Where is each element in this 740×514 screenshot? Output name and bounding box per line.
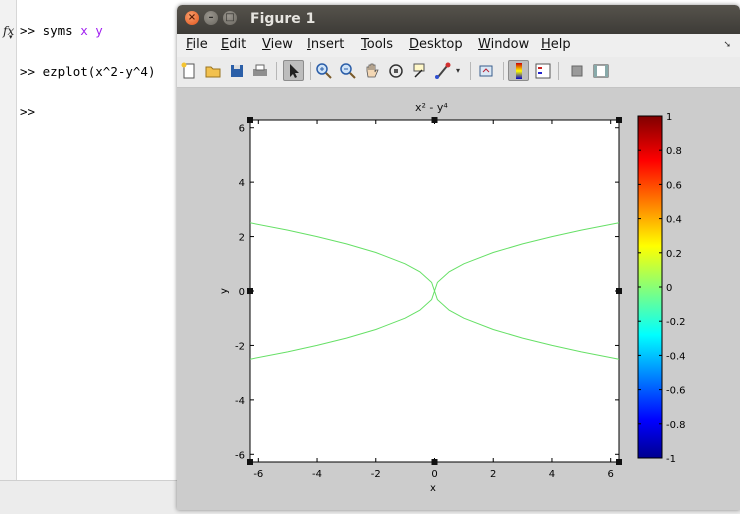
x-tick-label: 0: [431, 469, 437, 480]
window-title: Figure 1: [250, 11, 316, 27]
resize-handle: [616, 288, 622, 294]
minimize-button[interactable]: –: [204, 11, 218, 25]
curve-branch: [249, 290, 435, 360]
colorbar-ticks: 1 0.8 0.6 0.4 0.2 0 -0.2 -0.4 -0.6 -0.8 -1: [638, 112, 686, 465]
link-plot-icon[interactable]: [477, 61, 497, 81]
x-axis-label: x: [430, 483, 436, 494]
command-prompt[interactable]: >>: [20, 104, 36, 119]
resize-handle: [431, 117, 438, 123]
x-tick-label: -6: [253, 469, 263, 480]
colorbar-tick-label: -0.2: [666, 317, 686, 328]
y-axis-label: y: [219, 288, 230, 294]
menu-window[interactable]: Window: [478, 37, 530, 52]
x-axis: -6 -4 -2 0 2 4 6: [253, 120, 614, 480]
plot-svg: -6 -4 -2 0 2 4 6 6 4 2 0 -2 -4 -6 x y 1 0.8 0.6 0.4 0.2 0…: [219, 112, 686, 494]
colorbar-tick-label: -0.6: [666, 386, 686, 397]
print-icon[interactable]: [250, 61, 270, 81]
menu-bar: File Edit View Insert Tools Desktop Wind…: [177, 34, 740, 58]
colorbar-tick-label: -0.8: [666, 420, 686, 431]
command-line: >> ezplot(x^2-y^4): [20, 63, 156, 79]
resize-handle: [247, 288, 253, 294]
brush-dropdown-icon[interactable]: ▾: [455, 66, 460, 75]
colorbar-tick-label: 1: [666, 112, 672, 123]
plot-title: x² - y⁴: [415, 101, 448, 114]
edit-plot-arrow-icon[interactable]: [283, 60, 304, 81]
curve-branch: [249, 222, 435, 292]
insert-legend-icon[interactable]: [533, 61, 553, 81]
x-tick-label: 2: [490, 469, 496, 480]
maximize-button[interactable]: □: [223, 11, 237, 25]
colorbar-tick-label: -1: [666, 454, 676, 465]
colorbar-tick-label: -0.4: [666, 351, 686, 362]
y-tick-label: 6: [239, 124, 245, 135]
hide-plot-tools-icon[interactable]: [567, 61, 587, 81]
command-history: >> syms x y >> ezplot(x^2-y^4) >>: [20, 0, 155, 146]
toolbar-separator: [503, 62, 504, 80]
plot-lines: [249, 222, 620, 360]
resize-handle: [431, 459, 438, 465]
rotate-3d-icon[interactable]: [386, 61, 406, 81]
y-tick-label: -4: [235, 396, 245, 407]
command-gutter: fx ▾: [0, 0, 17, 480]
command-line: >> syms x y: [20, 23, 103, 38]
y-tick-label: 0: [239, 287, 245, 298]
x-tick-label: -4: [312, 469, 322, 480]
save-icon[interactable]: [227, 61, 247, 81]
zoom-out-icon[interactable]: [338, 61, 358, 81]
plot-title-text: x² - y⁴: [415, 101, 448, 114]
toolbar-separator: [558, 62, 559, 80]
y-tick-label: 4: [239, 178, 245, 189]
menu-desktop[interactable]: Desktop: [409, 37, 463, 52]
menu-dock-arrow-icon[interactable]: ➘: [723, 40, 731, 50]
colorbar-tick-label: 0.4: [666, 215, 682, 226]
data-cursor-icon[interactable]: [410, 61, 430, 81]
pan-hand-icon[interactable]: [362, 61, 382, 81]
new-figure-icon[interactable]: [179, 61, 199, 81]
colorbar-tick-label: 0.8: [666, 146, 682, 157]
menu-view[interactable]: View: [262, 37, 293, 52]
figure-window[interactable]: × – □ Figure 1 File Edit View Insert Too…: [177, 5, 740, 510]
brush-icon[interactable]: [433, 61, 453, 81]
title-bar[interactable]: × – □ Figure 1: [177, 5, 740, 34]
menu-tools[interactable]: Tools: [361, 37, 394, 52]
close-button[interactable]: ×: [185, 11, 199, 25]
x-tick-label: 4: [549, 469, 555, 480]
toolbar-separator: [310, 62, 311, 80]
toolbar-separator: [470, 62, 471, 80]
open-file-icon[interactable]: [203, 61, 223, 81]
colorbar-tick-label: 0.2: [666, 249, 682, 260]
curve-branch: [434, 222, 620, 292]
x-tick-label: -2: [371, 469, 381, 480]
curve-branch: [434, 290, 620, 360]
zoom-in-icon[interactable]: [314, 61, 334, 81]
figure-toolbar: ▾: [177, 57, 740, 88]
resize-handle: [247, 459, 253, 465]
insert-colorbar-icon[interactable]: [508, 60, 529, 81]
y-tick-label: -6: [235, 450, 245, 461]
resize-handle: [616, 459, 622, 465]
function-browser-icon[interactable]: fx ▾: [3, 24, 15, 41]
y-tick-label: -2: [235, 341, 245, 352]
selection-handles: [247, 117, 622, 465]
menu-file[interactable]: File: [186, 37, 208, 52]
x-tick-label: 6: [608, 469, 614, 480]
menu-insert[interactable]: Insert: [307, 37, 345, 52]
menu-help[interactable]: Help: [541, 37, 571, 52]
toolbar-separator: [276, 62, 277, 80]
show-plot-tools-icon[interactable]: [591, 61, 611, 81]
y-tick-label: 2: [239, 233, 245, 244]
resize-handle: [247, 117, 253, 123]
colorbar[interactable]: [637, 115, 663, 459]
menu-edit[interactable]: Edit: [221, 37, 247, 52]
colorbar-tick-label: 0.6: [666, 180, 682, 191]
resize-handle: [616, 117, 622, 123]
colorbar-tick-label: 0: [666, 283, 672, 294]
